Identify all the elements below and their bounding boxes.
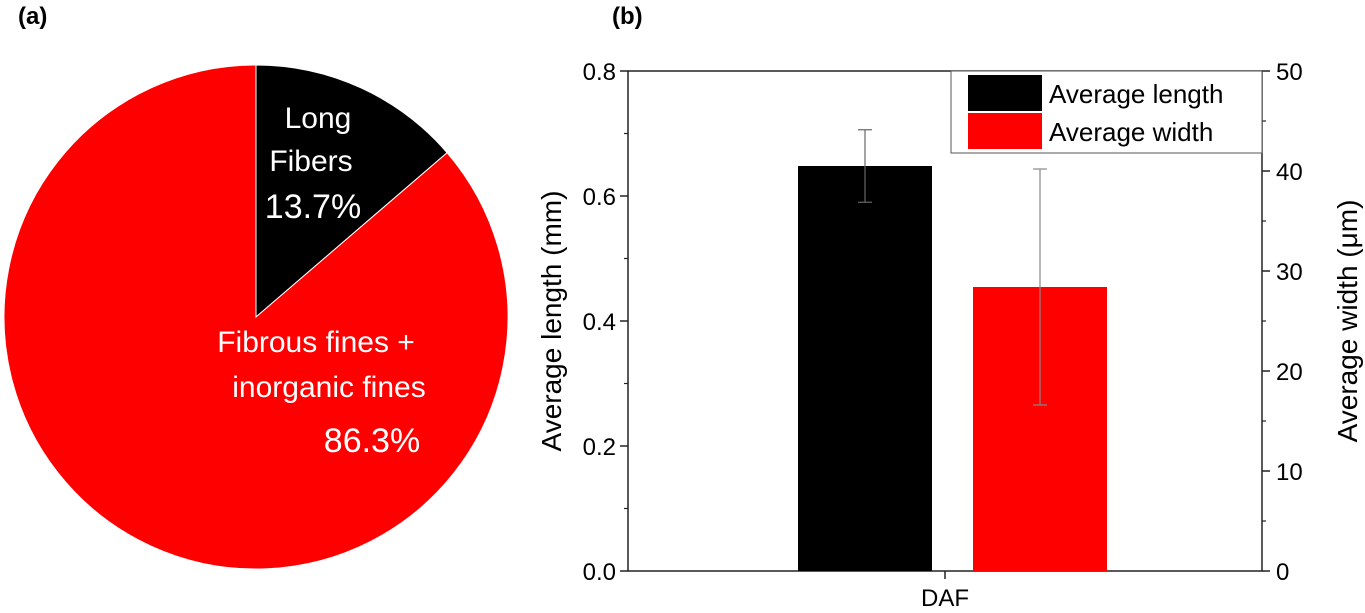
y-tick-label-right: 40 (1276, 159, 1303, 186)
bar-chart: 0.0 0.2 0.4 0.6 0.8 0 10 20 30 40 50 DAF Average … (536, 59, 1363, 612)
pie-label-fibrous-fines: Fibrous fines + (217, 326, 415, 359)
pie-label-fibers: Fibers (269, 145, 352, 178)
pie-label-inorganic-fines: inorganic fines (232, 371, 425, 404)
pie-percent-fines: 86.3% (324, 422, 420, 460)
y-tick-label-left: 0.8 (583, 59, 616, 86)
y-tick-label-right: 30 (1276, 259, 1303, 286)
pie-slice-long-fibers (255, 64, 448, 319)
error-bar-average-length (858, 129, 872, 203)
y-axis-right: 0 10 20 30 40 50 (1262, 59, 1303, 586)
pie-slice-fines (3, 64, 509, 570)
y-tick-label-left: 0.6 (583, 184, 616, 211)
y-axis-left-title: Average length (mm) (536, 191, 567, 452)
bar-average-length (798, 166, 932, 571)
legend-swatch-average-width (968, 113, 1042, 149)
legend: Average length Average width (950, 70, 1263, 154)
y-tick-label-left: 0.0 (583, 559, 616, 586)
y-axis-left: 0.0 0.2 0.4 0.6 0.8 (583, 59, 628, 586)
y-tick-label-right: 0 (1276, 559, 1289, 586)
panel-a-label: (a) (18, 3, 47, 30)
pie-chart: Long Fibers 13.7% Fibrous fines + inorga… (3, 64, 509, 570)
legend-swatch-average-length (968, 75, 1042, 111)
y-tick-label-right: 50 (1276, 59, 1303, 86)
legend-label-average-length: Average length (1049, 79, 1223, 109)
y-tick-label-right: 10 (1276, 459, 1303, 486)
y-tick-label-left: 0.2 (583, 434, 616, 461)
legend-label-average-width: Average width (1049, 117, 1213, 147)
pie-percent-long-fibers: 13.7% (265, 188, 361, 226)
y-tick-label-right: 20 (1276, 359, 1303, 386)
y-axis-right-title: Average width (μm) (1332, 200, 1363, 443)
x-tick-label-daf: DAF (921, 585, 969, 612)
error-bar-average-width (1033, 168, 1047, 406)
y-tick-label-left: 0.4 (583, 309, 616, 336)
pie-label-long: Long (285, 102, 352, 135)
panel-b-label: (b) (612, 3, 643, 30)
